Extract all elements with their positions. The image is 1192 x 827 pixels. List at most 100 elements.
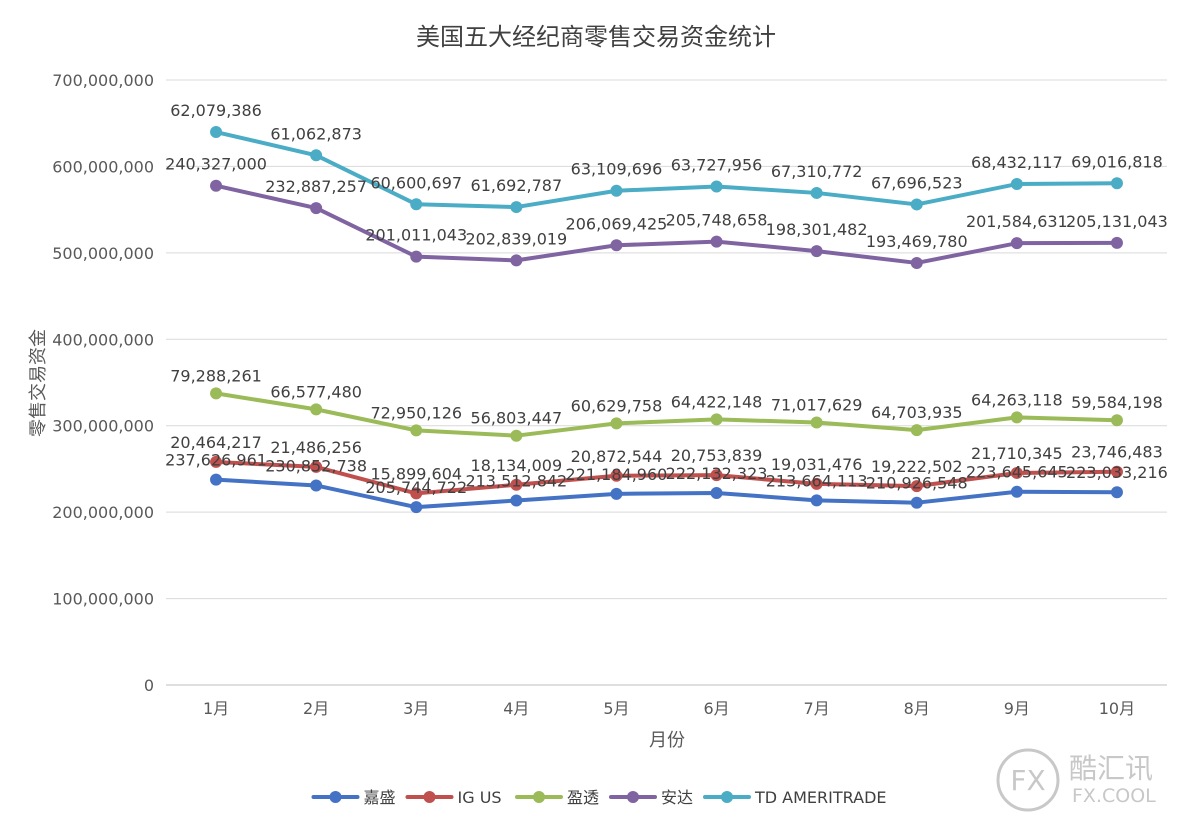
watermark-logo: FX 酷汇讯 FX.COOL [996,748,1156,812]
legend-marker [329,791,342,803]
series-line [214,130,1119,210]
data-point [810,494,823,507]
data-point [210,387,223,400]
data-point [410,250,423,263]
watermark-symbol: FX [1010,764,1045,797]
data-point [1010,466,1023,479]
x-tick-label: 6月 [703,699,729,718]
series-lines [210,126,1123,514]
x-axis-label: 月份 [649,730,685,751]
legend-label: 安达 [661,788,693,807]
series-line [214,391,1119,438]
y-axis-ticks: 0 100,000,000 200,000,000 300,000,000 400,00… [52,71,154,695]
legend-marker [533,791,545,803]
data-point [1010,237,1023,250]
data-point [710,487,723,500]
x-tick-label: 10月 [1099,699,1135,718]
x-tick-label: 5月 [603,699,629,718]
data-point [210,455,223,468]
data-point [910,496,923,509]
data-point [710,235,723,248]
watermark-name: 酷汇讯 [1069,752,1153,785]
data-point [810,245,823,258]
data-label: 68,432,117 [971,153,1063,172]
data-label: 237,626,961 [165,451,267,470]
data-label: 64,263,118 [971,390,1063,409]
x-tick-label: 3月 [403,699,429,718]
data-point [1010,411,1023,424]
data-label: 205,744,722 [365,478,467,497]
data-label: 193,469,780 [866,232,968,251]
data-label: 67,696,523 [871,173,963,192]
data-label: 72,950,126 [370,403,462,422]
data-point [610,469,623,482]
x-axis-ticks: 1月 2月 3月 4月 5月 6月 7月 8月 9月 10月 [203,699,1135,718]
data-label: 223,033,216 [1066,463,1168,482]
data-point [810,477,823,490]
data-point [410,501,423,514]
data-point [210,126,223,139]
y-tick-label: 400,000,000 [52,330,154,349]
data-label: 64,703,935 [871,403,963,422]
data-label: 67,310,772 [771,162,863,181]
data-label: 201,011,043 [365,226,467,245]
data-label: 18,134,009 [471,456,563,475]
data-point [510,478,523,491]
data-label: 21,710,345 [971,444,1063,463]
data-point [1110,236,1123,249]
chart-title: 美国五大经纪商零售交易资金统计 [416,23,776,51]
data-point [610,417,623,430]
legend-label: 盈透 [567,788,599,807]
y-tick-label: 100,000,000 [52,590,154,609]
data-label: 20,464,217 [170,433,262,452]
data-label: 56,803,447 [471,409,563,428]
legend-marker [627,791,639,803]
data-label: 69,016,818 [1071,152,1163,171]
data-label: 20,872,544 [571,447,663,466]
data-point [1110,465,1123,478]
data-label: 202,839,019 [465,229,567,248]
data-label: 61,062,873 [270,124,362,143]
gridlines [166,79,1167,686]
data-point [610,239,623,252]
legend: 嘉盛 IG US 盈透 安达 TD AMERITRADE [311,788,887,807]
data-label: 66,577,480 [270,382,362,401]
data-label: 60,629,758 [571,396,663,415]
data-point [1110,486,1123,499]
data-label: 21,486,256 [270,438,362,457]
data-label: 205,131,043 [1066,212,1168,231]
data-label: 64,422,148 [671,392,763,411]
data-point [410,424,423,437]
data-label: 79,288,261 [170,366,262,385]
data-label: 213,512,842 [465,471,567,490]
y-tick-label: 500,000,000 [52,244,154,263]
data-point [210,473,223,486]
data-point [310,202,323,215]
x-tick-label: 9月 [1004,699,1030,718]
y-tick-label: 0 [144,676,154,695]
data-point [1110,414,1123,427]
data-point [610,487,623,500]
data-point [910,480,923,493]
data-point [810,416,823,429]
legend-marker [721,791,733,803]
data-label: 206,069,425 [566,214,668,233]
series-line [214,477,1119,510]
data-label: 240,327,000 [165,155,267,174]
data-point [810,186,823,199]
data-label: 15,899,604 [370,464,462,483]
data-point [510,201,523,214]
data-point [710,469,723,482]
data-label: 223,645,645 [966,463,1068,482]
data-point [410,198,423,211]
data-label: 59,584,198 [1071,393,1163,412]
x-tick-label: 4月 [503,699,529,718]
data-point [410,487,423,500]
data-label: 222,132,323 [666,464,768,483]
data-label: 210,926,548 [866,474,968,493]
data-label: 201,584,631 [966,212,1068,231]
y-tick-label: 200,000,000 [52,503,154,522]
data-point [210,179,223,192]
series-line [214,183,1119,265]
